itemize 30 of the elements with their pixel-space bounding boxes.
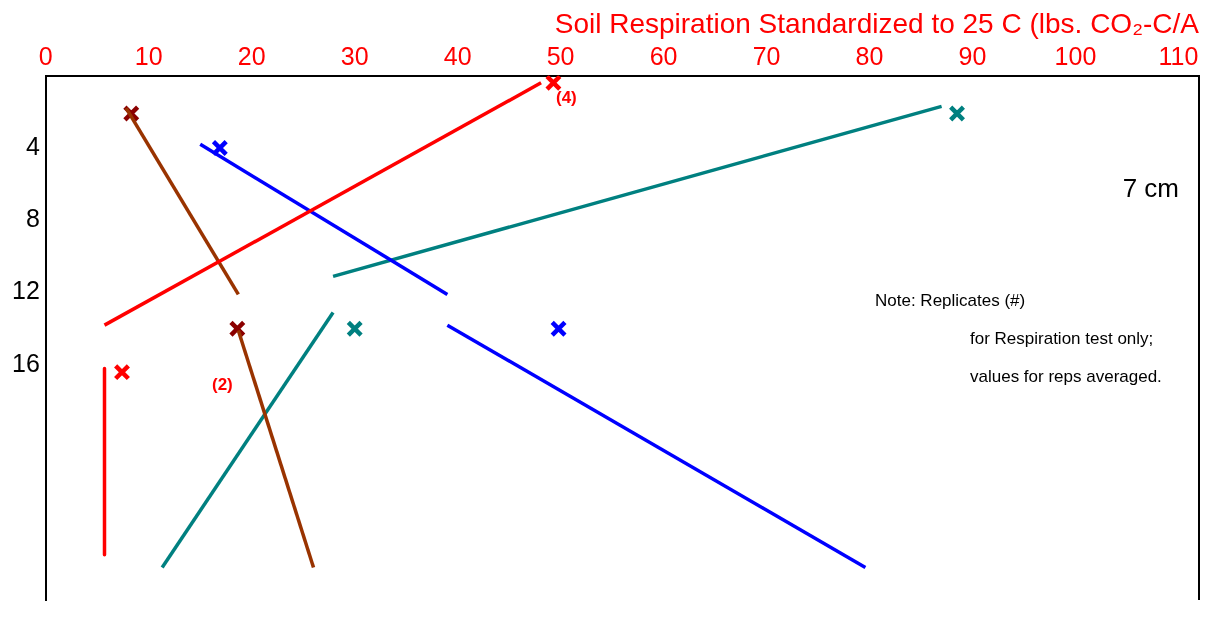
annotation: 7 cm bbox=[1122, 173, 1179, 204]
point bbox=[113, 363, 131, 381]
annotation: Note: Replicates (#) bbox=[875, 290, 1026, 310]
x-axis-title: Soil Respiration Standardized to 25 C (lbs. CO₂-C/A bbox=[554, 7, 1200, 39]
annotation: (4) bbox=[556, 87, 577, 107]
point bbox=[544, 75, 563, 92]
x-tick-label: 10 bbox=[134, 42, 163, 71]
x-tick-label: 20 bbox=[237, 42, 266, 71]
point bbox=[346, 320, 364, 338]
point bbox=[549, 320, 568, 338]
y-tick-label: 16 bbox=[12, 348, 40, 377]
x-tick-label: 50 bbox=[546, 42, 575, 71]
annotation: for Respiration test only; bbox=[970, 328, 1154, 348]
x-tick-label: 30 bbox=[340, 42, 369, 71]
x-tick-label: 70 bbox=[752, 42, 781, 71]
x-tick-label: 60 bbox=[649, 42, 678, 71]
x-tick-label: 0 bbox=[38, 42, 53, 71]
x-tick-label: 100 bbox=[1054, 42, 1097, 71]
x-tick-label: 80 bbox=[855, 42, 884, 71]
point bbox=[948, 104, 966, 123]
y-tick-label: 4 bbox=[25, 131, 40, 160]
y-tick-label: 8 bbox=[25, 204, 40, 233]
point bbox=[211, 139, 229, 157]
y-tick-label: 12 bbox=[12, 276, 40, 305]
x-tick-label: 40 bbox=[443, 42, 472, 71]
x-tick-label: 90 bbox=[958, 42, 987, 71]
annotation: (2) bbox=[212, 374, 233, 394]
annotation: values for reps averaged. bbox=[970, 366, 1162, 386]
x-tick-label: 110 bbox=[1158, 42, 1199, 71]
point bbox=[228, 320, 246, 338]
